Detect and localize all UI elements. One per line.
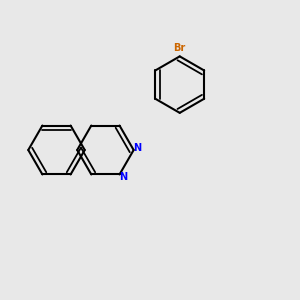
Text: N: N [133, 142, 141, 153]
Text: Br: Br [174, 44, 186, 53]
Text: N: N [119, 172, 127, 182]
